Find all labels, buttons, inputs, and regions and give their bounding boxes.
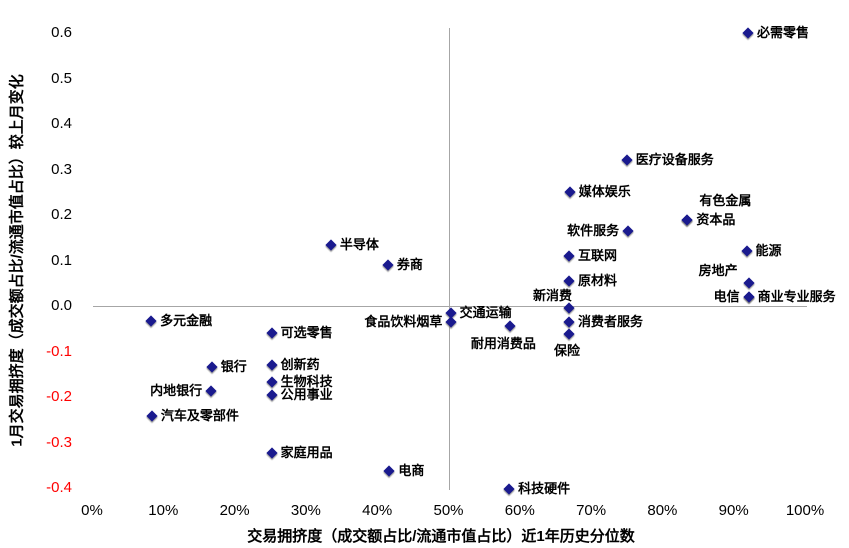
scatter-point-label: 必需零售 [756, 25, 809, 40]
scatter-point [740, 245, 753, 258]
scatter-point-label: 可选零售 [280, 325, 333, 341]
scatter-point [504, 320, 516, 333]
scatter-point-label: 互联网 [577, 247, 617, 263]
scatter-point-label: 券商 [396, 257, 423, 273]
scatter-point-label: 能源 [755, 243, 782, 259]
scatter-point-label: 科技硬件 [518, 480, 571, 496]
scatter-point [146, 410, 158, 422]
x-axis-title: 交易拥挤度（成交额占比/流通市值占比）近1年历史分位数 [247, 528, 635, 545]
scatter-point-label: 半导体 [339, 236, 379, 252]
scatter-point-label: 银行 [220, 359, 247, 375]
scatter-point [563, 328, 575, 340]
scatter-point [743, 277, 755, 289]
scatter-point-label: 原材料 [577, 272, 617, 288]
scatter-point-label: 软件服务 [567, 222, 620, 238]
x-axis-tick-label: 30% [290, 502, 321, 519]
y-axis-tick-label: -0.3 [46, 433, 72, 451]
zero-axis-line [93, 306, 807, 307]
scatter-point [621, 154, 633, 167]
scatter-point [564, 186, 576, 198]
scatter-point [445, 316, 458, 328]
scatter-point [622, 225, 634, 237]
y-axis-tick-label: 0.3 [51, 160, 72, 178]
scatter-point-label: 医疗设备服务 [635, 152, 714, 168]
x-axis-tick-label: 80% [647, 502, 678, 519]
median-reference-line [449, 28, 450, 490]
scatter-point-label: 房地产 [698, 263, 738, 279]
scatter-point [383, 465, 395, 477]
scatter-point [266, 359, 278, 371]
scatter-point-label: 耐用消费品 [470, 336, 536, 352]
scatter-point [681, 213, 694, 226]
scatter-point-label: 交通运输 [459, 304, 512, 320]
scatter-point [266, 389, 278, 401]
scatter-point [145, 315, 157, 327]
scatter-point-label: 创新药 [280, 357, 320, 373]
scatter-point-label: 公用事业 [280, 387, 333, 403]
scatter-point-label: 食品饮料烟草 [364, 313, 443, 329]
x-axis-tick-label: 60% [504, 502, 535, 519]
scatter-point [563, 316, 575, 328]
x-axis-tick-label: 50% [433, 502, 464, 519]
x-axis-tick-label: 100% [785, 502, 825, 519]
x-axis-tick-label: 40% [362, 502, 393, 519]
scatter-point-label: 新消费 [532, 288, 572, 304]
y-axis-tick-label: 0.1 [51, 251, 72, 269]
scatter-point-label: 汽车及零部件 [160, 408, 239, 424]
scatter-point-label: 电商 [398, 463, 425, 479]
scatter-point [206, 361, 218, 374]
scatter-point [382, 259, 394, 271]
scatter-point [325, 238, 337, 251]
x-axis-tick-label: 90% [718, 502, 749, 519]
x-axis-tick-label: 20% [219, 502, 250, 519]
y-axis-tick-label: -0.2 [46, 388, 72, 405]
scatter-point-label: 家庭用品 [280, 444, 333, 460]
scatter-point-label: 媒体娱乐 [578, 184, 631, 200]
scatter-point-label: 资本品 [696, 211, 736, 227]
scatter-point [563, 250, 575, 262]
scatter-point-label: 内地银行 [150, 383, 203, 399]
y-axis-tick-label: -0.4 [46, 479, 72, 496]
scatter-point [503, 483, 515, 495]
scatter-point [266, 447, 278, 459]
scatter-point [205, 385, 217, 397]
scatter-point-label: 有色金属 [699, 192, 752, 208]
y-axis-tick-label: 0.6 [51, 24, 72, 41]
x-axis-tick-label: 10% [148, 502, 179, 519]
scatter-point [563, 302, 575, 314]
scatter-point-label: 保险 [553, 343, 580, 359]
scatter-point-label: 多元金融 [160, 313, 213, 328]
scatter-point [266, 327, 278, 339]
x-axis-tick-label: 0% [81, 502, 103, 519]
scatter-point [743, 291, 755, 303]
scatter-point-label: 商业专业服务 [757, 288, 836, 304]
x-axis-tick-label: 70% [576, 502, 607, 519]
scatter-point [742, 27, 754, 39]
scatter-point-label: 电信 [713, 288, 740, 304]
scatter-point-label: 生物科技 [280, 373, 333, 389]
scatter-point [563, 275, 575, 287]
scatter-point-label: 消费者服务 [577, 313, 643, 329]
y-axis-tick-label: -0.1 [46, 342, 72, 360]
y-axis-tick-label: 0.2 [51, 206, 72, 223]
y-axis-tick-label: 0.5 [51, 69, 72, 87]
y-axis-tick-label: 0.4 [51, 115, 72, 132]
y-axis-tick-label: 0.0 [51, 297, 72, 314]
scatter-point [266, 376, 278, 388]
